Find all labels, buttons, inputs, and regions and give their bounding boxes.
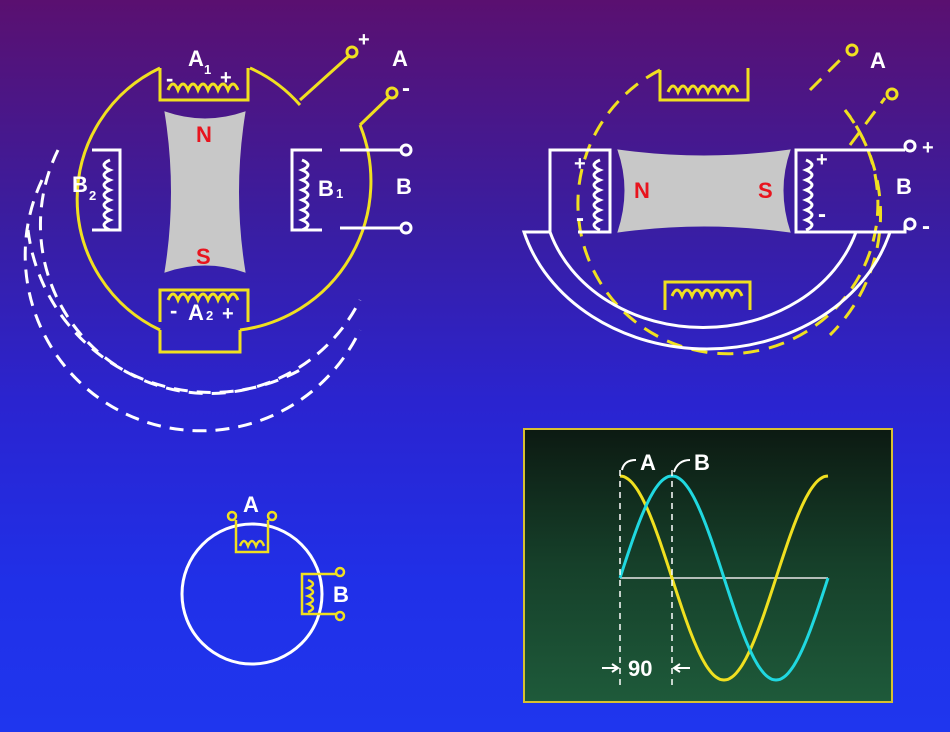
a1-coil	[158, 68, 250, 102]
a2-coil	[158, 288, 250, 322]
b1-subscript: 1	[336, 186, 343, 201]
right-plus: +	[816, 149, 828, 171]
terminal-b-minus: -	[922, 213, 930, 240]
a2-label: A	[188, 300, 204, 325]
terminal-b-label: B	[896, 174, 912, 199]
terminal-a-label: A	[870, 48, 886, 73]
right-minus: -	[818, 201, 826, 228]
a-winding-dashed-ring	[576, 50, 887, 356]
wave-b-curve	[618, 474, 830, 682]
a2-subscript: 2	[206, 308, 213, 323]
a2-minus: -	[170, 298, 177, 323]
a1-plus: +	[220, 67, 232, 89]
stator-circle	[180, 522, 324, 666]
wave-b-label: B	[694, 450, 710, 475]
rotor-north-label: N	[196, 122, 212, 147]
b2-coil	[92, 148, 122, 232]
schematic-circle-diagram: A B	[180, 492, 349, 666]
rotor-magnet-horizontal	[617, 149, 791, 233]
terminal-a-plus: +	[358, 29, 370, 51]
top-coil	[658, 68, 750, 102]
coil-b-symbol	[300, 566, 346, 622]
waveform-panel: A B 90	[523, 428, 893, 703]
a-winding-ring	[75, 45, 399, 354]
terminal-b-plus: +	[922, 137, 934, 159]
phase-shift-label: 90	[628, 656, 652, 681]
a1-subscript: 1	[204, 62, 211, 77]
rotor-south-label: S	[758, 178, 773, 203]
b2-label: B	[72, 172, 88, 197]
a1-minus: -	[166, 66, 173, 91]
phase-arrows	[602, 663, 690, 673]
b2-subscript: 2	[89, 188, 96, 203]
b1-label: B	[318, 176, 334, 201]
b-winding	[521, 139, 917, 351]
left-plus: +	[574, 153, 586, 175]
terminal-b-label: B	[396, 174, 412, 199]
a1-label: A	[188, 46, 204, 71]
rotor-north-label: N	[634, 178, 650, 203]
terminal-a-minus: -	[402, 75, 410, 102]
terminal-a-top-node	[845, 43, 859, 57]
wave-a-curve	[619, 474, 829, 682]
terminal-a-label: A	[392, 46, 408, 71]
motor-diagram-horizontal-rotor: N S + - + - A B + -	[521, 43, 934, 356]
b1-coil	[290, 143, 413, 235]
label-pointers	[621, 459, 691, 473]
terminal-a-bottom-node	[885, 87, 899, 101]
rotor-magnet	[164, 111, 246, 273]
wave-a-label: A	[640, 450, 656, 475]
scope-frame	[523, 428, 893, 703]
b-winding-dashed-arcs	[23, 149, 362, 433]
coil-b-label: B	[333, 582, 349, 607]
a2-plus: +	[222, 303, 234, 325]
motor-diagram-vertical-rotor: N S A 1 - + A 2 - + B 1 B 2 A + - B	[23, 29, 413, 433]
coil-a-symbol	[226, 510, 278, 554]
bottom-coil	[663, 280, 752, 310]
left-minus: -	[576, 205, 584, 232]
rotor-south-label: S	[196, 244, 211, 269]
coil-a-label: A	[243, 492, 259, 517]
